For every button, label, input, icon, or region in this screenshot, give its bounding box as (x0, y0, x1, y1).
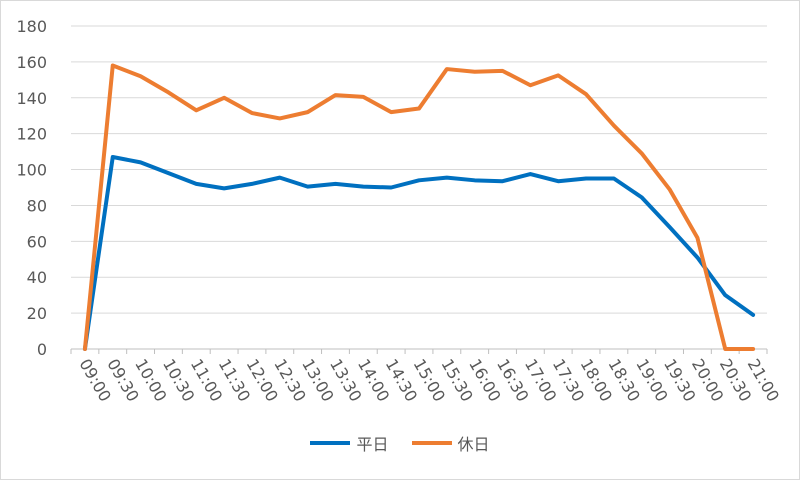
y-tick-label: 180 (16, 17, 47, 36)
y-tick-label: 100 (16, 161, 47, 180)
y-tick-label: 20 (27, 304, 47, 323)
legend-label-holiday: 休日 (457, 435, 490, 454)
y-tick-label: 140 (16, 89, 47, 108)
legend-swatch-weekday (310, 441, 351, 445)
y-tick-label: 160 (16, 53, 47, 72)
legend-swatch-holiday (411, 441, 452, 445)
series-lines (82, 63, 756, 351)
legend-item-holiday: 休日 (411, 431, 490, 455)
y-tick-label: 80 (27, 196, 47, 215)
series-line-weekday (82, 154, 756, 351)
x-axis (70, 348, 768, 354)
y-tick-label: 40 (27, 268, 47, 287)
line-chart: 0 20 40 60 80 100 120 140 160 180 09:0009:3010:00… (16, 17, 783, 405)
legend: 平日 休日 (0, 430, 800, 455)
y-tick-label: 120 (16, 125, 47, 144)
y-tick-label: 0 (37, 340, 47, 359)
x-axis-ticks: 09:0009:3010:0010:3011:0011:3012:0012:30… (75, 356, 783, 405)
y-axis-ticks: 0 20 40 60 80 100 120 140 160 180 (16, 17, 47, 359)
series-line-holiday (82, 63, 756, 351)
gridlines (71, 25, 767, 314)
legend-item-weekday: 平日 (310, 431, 388, 455)
legend-label-weekday: 平日 (356, 435, 389, 454)
y-tick-label: 60 (27, 232, 47, 251)
